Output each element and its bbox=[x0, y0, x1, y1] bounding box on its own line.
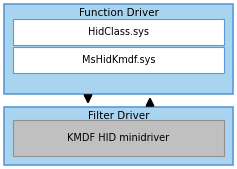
Bar bbox=[4, 107, 233, 165]
Bar bbox=[13, 120, 224, 156]
Bar bbox=[4, 4, 233, 94]
Text: HidClass.sys: HidClass.sys bbox=[88, 27, 149, 37]
Text: KMDF HID minidriver: KMDF HID minidriver bbox=[68, 133, 169, 143]
Text: Function Driver: Function Driver bbox=[78, 8, 159, 18]
Bar bbox=[13, 47, 224, 73]
Text: Filter Driver: Filter Driver bbox=[88, 111, 149, 121]
Bar bbox=[13, 19, 224, 45]
Text: MsHidKmdf.sys: MsHidKmdf.sys bbox=[82, 55, 155, 65]
